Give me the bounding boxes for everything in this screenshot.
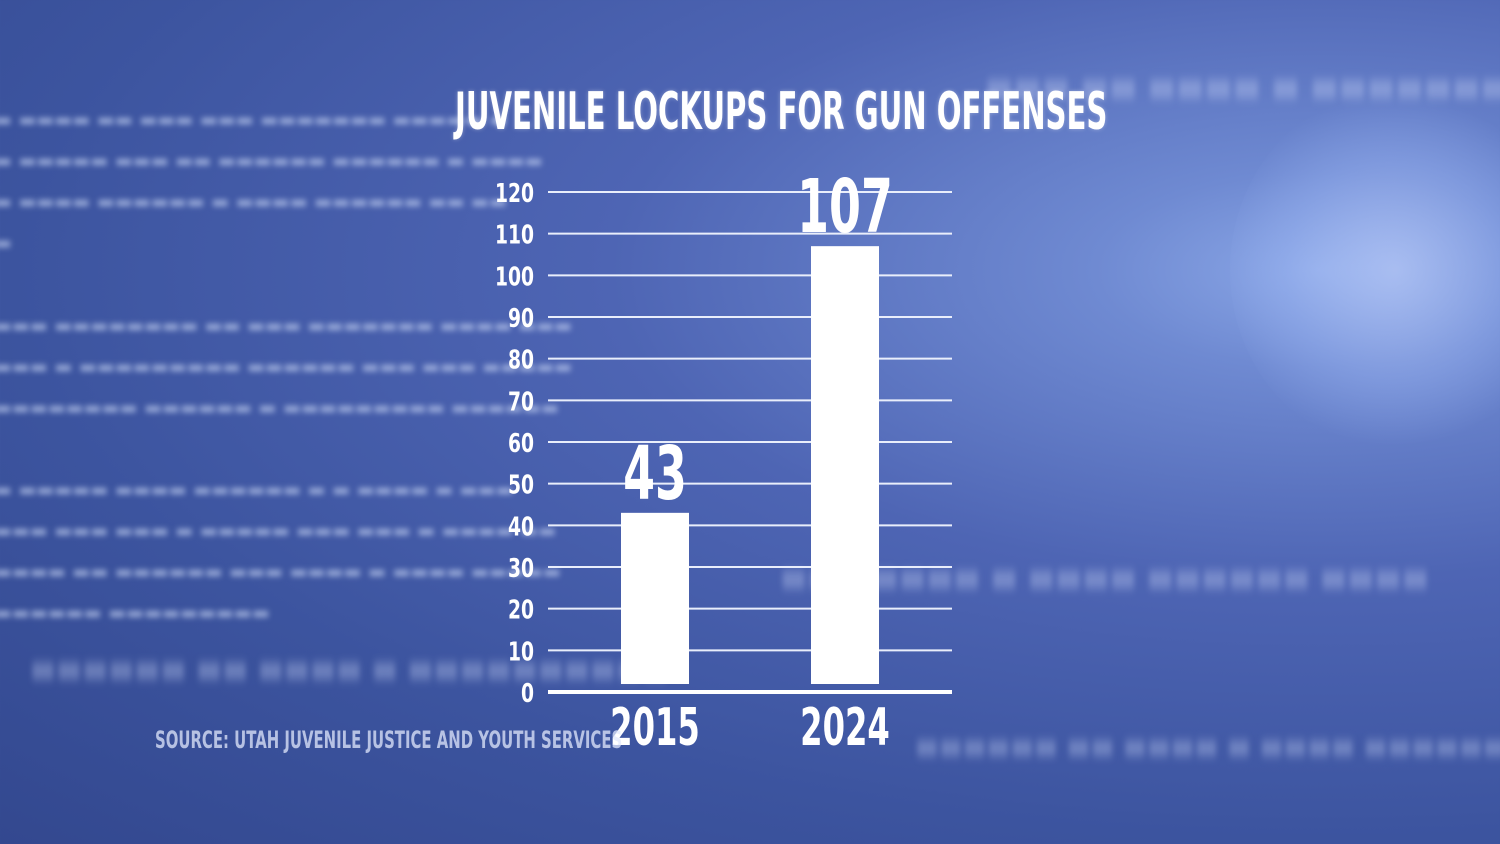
- blurred-text-line: ▬▬▬ ▬▬▬ ▬▬▬ ▬ ▬▬▬▬▬ ▬▬▬ ▬▬▬ ▬ ▬▬▬▬ ▬▬: [0, 520, 557, 542]
- y-tick-label: 0: [521, 679, 534, 709]
- bars: [621, 246, 879, 684]
- y-tick-label: 120: [495, 179, 534, 209]
- y-tick-label: 40: [508, 512, 534, 542]
- blurred-heading: ▬▬▬ ▬▬▬▬ ▬ ▬▬▬▬ ▬▬▬▬▬▬ ▬▬▬▬: [780, 548, 1429, 604]
- chart-title: JUVENILE LOCKUPS FOR GUN OFFENSES: [455, 82, 1108, 142]
- background-light-orb: [1230, 90, 1500, 450]
- y-tick-label: 50: [508, 471, 534, 501]
- data-labels: 43 107: [623, 164, 893, 517]
- y-tick-label: 70: [508, 387, 534, 417]
- y-tick-label: 80: [508, 346, 534, 376]
- blurred-heading: ▬▬▬▬▬▬ ▬▬ ▬▬▬▬ ▬ ▬▬▬▬ ▬▬▬▬▬▬ ▬▬▬▬: [915, 720, 1500, 769]
- y-axis-ticks: 0 10 20 30 40 50 60 70 80 90 100 110 120: [495, 179, 534, 709]
- y-tick-label: 100: [495, 262, 534, 292]
- blurred-heading: ▬▬▬▬▬▬ ▬▬ ▬▬▬▬ ▬ ▬▬▬▬▬▬▬▬▬▬: [30, 640, 669, 694]
- blurred-text-line: ▬ ▬▬▬▬▬ ▬▬▬ ▬▬ ▬▬▬▬▬▬ ▬▬▬▬▬▬ ▬ ▬▬▬▬: [0, 150, 543, 172]
- y-tick-label: 30: [508, 554, 534, 584]
- blurred-text-line: ▬▬▬▬ ▬▬ ▬▬▬▬▬▬ ▬▬▬ ▬▬▬▬ ▬ ▬▬▬▬ ▬▬▬▬▬: [0, 561, 561, 583]
- blurred-text-line: ▬▬▬ ▬▬▬▬▬▬▬▬ ▬▬ ▬▬▬ ▬▬▬▬▬▬▬ ▬▬▬▬ ▬▬▬: [0, 315, 573, 337]
- blurred-heading: ▬▬▬ ▬▬ ▬▬▬▬ ▬ ▬▬▬▬▬▬▬▬ ▬▬▬▬: [985, 56, 1500, 114]
- blurred-text-line: ▬▬▬▬▬▬ ▬▬▬▬▬▬▬▬▬: [0, 602, 270, 624]
- blurred-text-line: ▬ ▬▬▬▬ ▬▬ ▬▬▬ ▬▬▬ ▬▬▬▬▬▬▬ ▬▬▬▬▬ ▬: [0, 109, 508, 131]
- blurred-text-line: ▬: [0, 232, 12, 254]
- bar-2015: [621, 512, 689, 684]
- gridlines: [548, 191, 952, 652]
- x-category-label: 2024: [800, 698, 890, 758]
- blurred-text-line: ▬▬▬▬▬▬▬▬ ▬▬▬▬▬▬ ▬ ▬▬▬▬▬▬▬▬▬ ▬▬▬▬▬▬: [0, 397, 560, 419]
- y-tick-label: 60: [508, 429, 534, 459]
- data-label-2024: 107: [797, 164, 893, 251]
- y-tick-label: 20: [508, 596, 534, 626]
- blurred-text-line: ▬▬▬ ▬ ▬▬▬▬▬▬▬▬▬ ▬▬▬▬▬▬ ▬▬▬ ▬▬▬ ▬▬▬▬▬: [0, 356, 573, 378]
- x-axis-categories: 2015 2024: [610, 698, 890, 758]
- x-category-label: 2015: [610, 698, 700, 758]
- blurred-text-line: ▬ ▬▬▬▬▬ ▬▬▬▬ ▬▬▬▬▬▬ ▬ ▬ ▬▬▬▬ ▬ ▬▬▬: [0, 479, 514, 501]
- y-tick-label: 90: [508, 304, 534, 334]
- source-note: SOURCE: UTAH JUVENILE JUSTICE AND YOUTH …: [155, 726, 623, 754]
- data-label-2015: 43: [623, 430, 687, 517]
- y-tick-label: 10: [508, 637, 534, 667]
- blurred-text-line: ▬ ▬▬▬▬ ▬▬▬▬▬▬ ▬ ▬▬▬▬ ▬▬▬▬▬▬ ▬▬ ▬▬: [0, 191, 508, 213]
- y-tick-label: 110: [495, 221, 534, 251]
- bar-2024: [811, 246, 879, 684]
